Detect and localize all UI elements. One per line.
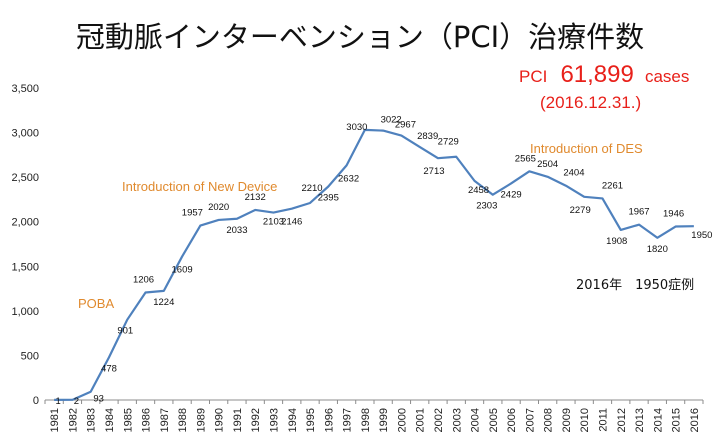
annotation-year-count: 2016年 1950症例 (576, 278, 694, 293)
x-tick-label: 1984 (104, 408, 116, 432)
y-tick-label: 3,500 (11, 83, 39, 95)
x-tick-label: 2001 (415, 408, 427, 432)
data-label: 2729 (438, 137, 459, 148)
data-label: 1946 (663, 209, 684, 220)
pci-unit: cases (645, 67, 689, 86)
x-tick-label: 1983 (86, 408, 98, 432)
x-tick-label: 1992 (250, 408, 262, 432)
x-tick-label: 2005 (488, 408, 500, 432)
annotation-pci-date: (2016.12.31.) (540, 93, 641, 112)
data-label: 1224 (153, 297, 174, 308)
data-label: 2303 (476, 201, 497, 212)
data-label: 1 (55, 396, 60, 407)
series-line (54, 128, 694, 402)
annotation-pci-total: PCI 61,899 cases (519, 61, 689, 88)
y-tick-label: 0 (33, 395, 39, 407)
x-tick-label: 1993 (268, 408, 280, 432)
x-tick-label: 2008 (543, 408, 555, 432)
data-label: 93 (93, 394, 104, 405)
x-tick-label: 1996 (323, 408, 335, 432)
data-label: 2565 (515, 153, 536, 164)
data-label: 1908 (606, 236, 627, 247)
data-label: 2132 (245, 192, 266, 203)
x-tick-label: 1982 (67, 408, 79, 432)
x-tick-label: 2010 (579, 408, 591, 432)
y-tick-label: 2,000 (11, 217, 39, 229)
data-label: 2033 (226, 225, 247, 236)
data-label: 3022 (381, 115, 402, 126)
data-labels: 1 2 93 478 901 1206 1224 1609 1957 2020 2033 2132 21… (55, 115, 712, 407)
data-label: 2458 (468, 185, 489, 196)
x-tick-label: 2004 (470, 408, 482, 432)
y-tick-label: 500 (21, 350, 39, 362)
x-tick-label: 1988 (177, 408, 189, 432)
pci-prefix: PCI (519, 67, 547, 86)
data-label: 2146 (281, 217, 302, 228)
data-label: 1950 (691, 230, 712, 241)
data-label: 2967 (395, 120, 416, 131)
x-tick-label: 1994 (287, 408, 299, 432)
y-tick-label: 1,500 (11, 261, 39, 273)
x-tick-label: 2003 (451, 408, 463, 432)
data-label: 3030 (346, 122, 367, 133)
x-tick-label: 1981 (49, 408, 61, 432)
x-tick-label: 2006 (506, 408, 518, 432)
data-label: 1820 (647, 244, 668, 255)
x-tick-label: 1998 (360, 408, 372, 432)
data-label: 2103 (263, 217, 284, 228)
series-pci-cases (54, 128, 694, 402)
x-tick-label: 1986 (141, 408, 153, 432)
data-label: 2020 (208, 202, 229, 213)
data-label: 1957 (182, 208, 203, 219)
pci-total-value: 61,899 (560, 61, 633, 88)
y-tick-label: 1,000 (11, 306, 39, 318)
x-tick-label: 2007 (524, 408, 536, 432)
annotation-poba: POBA (78, 296, 114, 311)
x-tick-label: 2011 (597, 408, 609, 432)
x-tick-label: 2016 (689, 408, 701, 432)
x-tick-label: 2014 (652, 408, 664, 432)
data-label: 2 (74, 396, 79, 407)
x-tick-label: 1999 (378, 408, 390, 432)
data-label: 901 (117, 326, 133, 337)
data-label: 478 (101, 363, 117, 374)
chart-title: 冠動脈インターベンション（PCI）治療件数 (76, 20, 644, 54)
annotation-des: Introduction of DES (530, 141, 643, 156)
x-axis: 1981 1982 1983 1984 1985 1986 1987 1988 1989 1990… (44, 399, 704, 432)
data-label: 2210 (301, 183, 322, 194)
x-tick-label: 2013 (634, 408, 646, 432)
x-tick-label: 1991 (232, 408, 244, 432)
x-tick-label: 2000 (396, 408, 408, 432)
data-label: 1206 (133, 274, 154, 285)
y-axis: 0 500 1,000 1,500 2,000 2,500 3,000 3,500 (11, 83, 39, 407)
data-label: 2632 (338, 173, 359, 184)
x-tick-label: 2012 (616, 408, 628, 432)
x-tick-label: 1997 (342, 408, 354, 432)
y-tick-label: 3,000 (11, 128, 39, 140)
data-label: 2404 (563, 168, 584, 179)
x-tick-label: 2009 (561, 408, 573, 432)
data-label: 1609 (172, 265, 193, 276)
x-tick-label: 2015 (671, 408, 683, 432)
x-tick-label: 1989 (195, 408, 207, 432)
data-label: 2713 (423, 166, 444, 177)
x-tick-label: 1995 (305, 408, 317, 432)
data-label: 2395 (318, 193, 339, 204)
data-label: 2839 (417, 131, 438, 142)
data-label: 2504 (537, 159, 558, 170)
data-label: 2261 (602, 180, 623, 191)
data-label: 1967 (628, 207, 649, 218)
x-tick-label: 1990 (214, 408, 226, 432)
data-label: 2429 (501, 189, 522, 200)
annotation-new-device: Introduction of New Device (122, 179, 277, 194)
x-tick-label: 2002 (433, 408, 445, 432)
y-tick-label: 2,500 (11, 172, 39, 184)
data-label: 2279 (570, 205, 591, 216)
x-tick-label: 1987 (159, 408, 171, 432)
x-tick-label: 1985 (122, 408, 134, 432)
